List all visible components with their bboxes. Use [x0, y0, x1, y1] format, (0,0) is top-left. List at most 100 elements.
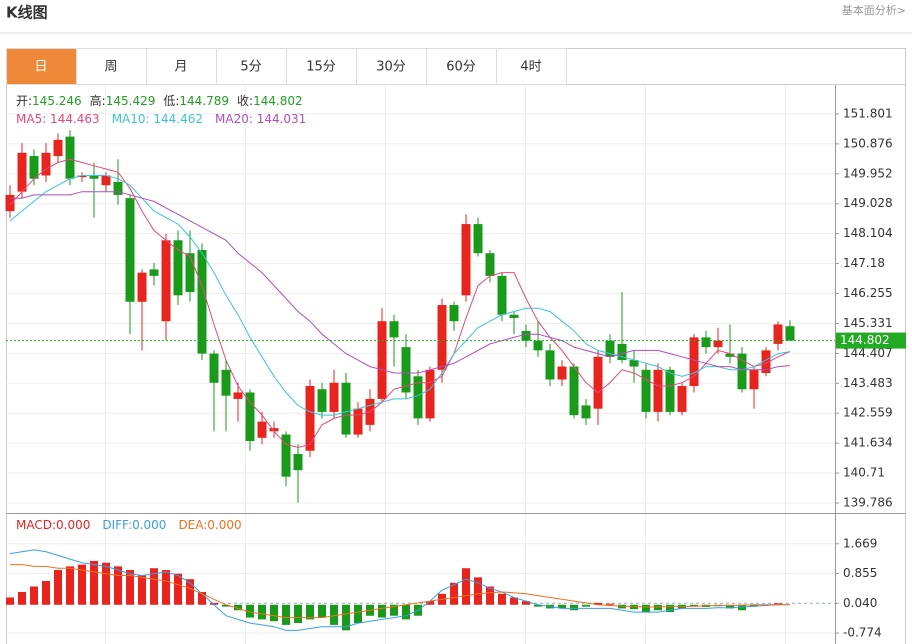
- candle-body: [221, 369, 231, 396]
- tab[interactable]: [426, 48, 497, 85]
- macd-bar: [654, 604, 662, 611]
- tab-label[interactable]: 15分: [306, 60, 336, 75]
- macd-bar: [282, 604, 290, 625]
- tab[interactable]: [6, 48, 77, 85]
- candle-body: [605, 340, 615, 357]
- macd-bar: [354, 604, 362, 624]
- candle-body: [401, 347, 411, 393]
- ohlc-label: 低:: [163, 94, 179, 108]
- y-tick-label: -0.774: [843, 626, 882, 640]
- tab[interactable]: [216, 48, 287, 85]
- indicator-line: [10, 564, 790, 619]
- macd-bar: [102, 562, 110, 605]
- candle-body: [317, 389, 327, 412]
- macd-bar: [534, 604, 542, 607]
- candle-body: [89, 175, 99, 179]
- candle-body: [233, 392, 243, 399]
- indicator-line: [10, 191, 791, 374]
- candle-body: [485, 253, 495, 276]
- indicator-line: [9, 175, 791, 416]
- macd-bar: [474, 577, 482, 605]
- y-tick-label: 142.559: [843, 406, 893, 420]
- legend-entry: DEA:0.000: [178, 518, 241, 532]
- candle-body: [677, 385, 687, 412]
- macd-bar: [402, 604, 410, 620]
- macd-legend: MACD:0.000 DIFF:0.000 DEA:0.000: [16, 518, 242, 532]
- legend-entry: MA20: 144.031: [215, 112, 306, 126]
- ohlc-label: 收:: [237, 94, 253, 108]
- candle-body: [209, 353, 219, 383]
- tab[interactable]: [356, 48, 427, 85]
- candle-body: [413, 376, 423, 419]
- macd-bar: [186, 579, 194, 605]
- macd-bar: [510, 597, 518, 605]
- candle-body: [521, 330, 531, 341]
- candle-body: [329, 382, 339, 412]
- legend-entry: DIFF:0.000: [102, 518, 166, 532]
- macd-bar: [90, 560, 98, 605]
- macd-bar: [30, 586, 38, 605]
- macd-bar: [258, 604, 266, 620]
- macd-bar: [78, 564, 86, 605]
- ma-legend: MA5: 144.463 MA10: 144.462 MA20: 144.031: [16, 112, 306, 126]
- tab-label[interactable]: 30分: [376, 60, 406, 75]
- candle-body: [245, 392, 255, 442]
- candle-body: [425, 369, 435, 419]
- candle-body: [557, 366, 567, 380]
- candle-body: [305, 385, 315, 451]
- ohlc-value: 144.802: [253, 94, 303, 108]
- macd-bar: [246, 604, 254, 618]
- tab-label[interactable]: 4时: [520, 60, 541, 75]
- macd-bar: [54, 570, 62, 605]
- macd-bar: [294, 604, 302, 624]
- macd-bar: [450, 582, 458, 605]
- macd-bar: [6, 597, 14, 605]
- candle-body: [5, 194, 15, 212]
- macd-bar: [342, 604, 350, 631]
- macd-bar: [738, 604, 746, 611]
- candle-body: [701, 337, 711, 348]
- macd-bar: [486, 586, 494, 605]
- candle-body: [653, 369, 663, 412]
- tab-label[interactable]: 月: [174, 60, 187, 75]
- y-tick-label: 149.028: [843, 196, 893, 210]
- candle-body: [629, 360, 639, 367]
- tab-label[interactable]: 5分: [240, 60, 261, 75]
- legend-entry: MACD:0.000: [16, 518, 90, 532]
- tab-label[interactable]: 日: [34, 60, 47, 75]
- candle-body: [185, 253, 195, 293]
- candle-body: [617, 343, 627, 361]
- tab[interactable]: [496, 48, 567, 85]
- y-tick-label: 151.801: [843, 106, 893, 120]
- tab[interactable]: [76, 48, 147, 85]
- tab-label[interactable]: 周: [104, 60, 117, 75]
- candle-body: [509, 314, 519, 318]
- candle-body: [77, 175, 87, 178]
- y-tick-label: 147.18: [843, 256, 885, 270]
- y-tick-label: 140.71: [843, 466, 885, 480]
- macd-bar: [270, 604, 278, 622]
- y-tick-label: 0.855: [843, 566, 877, 580]
- macd-bar: [582, 604, 590, 607]
- ohlc-value: 144.789: [179, 94, 229, 108]
- tab-label[interactable]: 60分: [446, 60, 476, 75]
- candle-body: [101, 175, 111, 186]
- indicator-line: [9, 158, 791, 449]
- macd-bar: [390, 604, 398, 616]
- candle-body: [161, 240, 171, 322]
- candle-body: [545, 350, 555, 380]
- candle-body: [197, 249, 207, 354]
- fundamental-link[interactable]: 基本面分析>: [842, 3, 906, 17]
- macd-bar: [318, 604, 326, 618]
- y-tick-label: 148.104: [843, 226, 893, 240]
- candle-body: [593, 356, 603, 409]
- candle-body: [65, 136, 75, 179]
- tab[interactable]: [286, 48, 357, 85]
- macd-bar: [114, 566, 122, 605]
- macd-bar: [174, 573, 182, 605]
- candle-body: [713, 340, 723, 348]
- macd-bar: [378, 604, 386, 618]
- indicator-line: [9, 549, 790, 631]
- macd-bar: [642, 604, 650, 613]
